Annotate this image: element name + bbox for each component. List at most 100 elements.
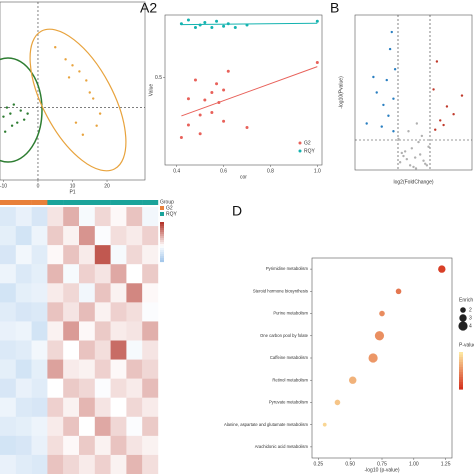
heat-cell bbox=[126, 245, 143, 265]
point bbox=[442, 123, 445, 127]
point bbox=[372, 75, 375, 79]
heat-cell bbox=[142, 454, 159, 474]
point bbox=[315, 61, 319, 64]
point bbox=[415, 122, 419, 125]
legend-label: G2 bbox=[166, 205, 173, 211]
point bbox=[81, 133, 85, 136]
heat-cell bbox=[142, 321, 159, 341]
heat-cell bbox=[110, 302, 127, 322]
heat-cell bbox=[63, 359, 80, 379]
point bbox=[408, 164, 412, 167]
legend-swatch bbox=[160, 212, 164, 216]
point bbox=[226, 69, 230, 73]
heat-cell bbox=[110, 321, 127, 341]
x-tick-label: 0.50 bbox=[345, 461, 355, 467]
point bbox=[410, 147, 414, 150]
point bbox=[380, 125, 383, 128]
heat-cell bbox=[126, 321, 143, 341]
heat-cell bbox=[47, 207, 64, 227]
legend-swatch bbox=[459, 314, 467, 322]
point bbox=[403, 150, 407, 153]
point bbox=[425, 164, 429, 167]
heat-cell bbox=[79, 283, 95, 303]
dot bbox=[395, 288, 402, 295]
point bbox=[95, 124, 98, 127]
heat-cell bbox=[94, 397, 111, 417]
heat-cell bbox=[31, 264, 48, 284]
heat-cell bbox=[94, 416, 111, 437]
heat-cell bbox=[31, 226, 48, 246]
colorbar bbox=[160, 224, 164, 227]
point bbox=[193, 26, 197, 29]
legend-label: G2 bbox=[304, 140, 311, 146]
y-axis-label: -log10(Pvalue) bbox=[338, 76, 344, 109]
heat-cell bbox=[47, 226, 64, 246]
x-axis-label: cor bbox=[240, 174, 247, 180]
colorbar bbox=[160, 222, 164, 225]
heat-cell bbox=[142, 435, 159, 456]
legend-swatch bbox=[460, 307, 466, 313]
colorbar bbox=[160, 226, 164, 229]
y-tick-label: Purine metabolism bbox=[273, 311, 308, 316]
group-bar bbox=[142, 200, 159, 205]
colorbar bbox=[459, 379, 463, 383]
colorbar bbox=[160, 256, 164, 259]
heat-cell bbox=[47, 416, 64, 437]
point bbox=[198, 132, 202, 136]
point bbox=[434, 128, 437, 131]
point bbox=[414, 167, 418, 170]
colorbar bbox=[459, 367, 463, 370]
colorbar bbox=[459, 382, 463, 385]
heat-cell bbox=[142, 359, 159, 379]
heat-cell bbox=[142, 264, 159, 284]
heat-cell bbox=[110, 454, 127, 474]
heat-cell bbox=[94, 207, 111, 227]
colorbar bbox=[160, 260, 164, 263]
heat-cell bbox=[79, 397, 95, 417]
heat-cell bbox=[110, 435, 127, 456]
point bbox=[460, 94, 464, 97]
heat-cell bbox=[31, 359, 48, 379]
point bbox=[222, 119, 226, 123]
point bbox=[387, 114, 390, 117]
point bbox=[203, 98, 207, 102]
colorbar bbox=[160, 234, 164, 237]
y-tick-label: Arachidonic acid metabolism bbox=[255, 444, 309, 449]
colorbar bbox=[160, 230, 164, 233]
legend-title: Group bbox=[160, 199, 174, 205]
x-tick-label: 0.8 bbox=[267, 168, 274, 174]
heat-cell bbox=[15, 207, 32, 227]
point bbox=[85, 79, 88, 82]
heat-cell bbox=[79, 264, 95, 284]
point bbox=[210, 91, 214, 94]
heat-cell bbox=[0, 359, 16, 379]
point bbox=[245, 23, 249, 27]
heat-cell bbox=[94, 283, 111, 303]
dot bbox=[379, 310, 385, 317]
heat-cell bbox=[79, 378, 95, 398]
colorbar bbox=[160, 242, 164, 245]
heat-cell bbox=[63, 321, 80, 341]
heat-cell bbox=[126, 340, 143, 360]
trend-line bbox=[181, 66, 318, 117]
heat-cell bbox=[15, 340, 32, 360]
point bbox=[26, 112, 29, 115]
heat-cell bbox=[47, 302, 64, 322]
heat-cell bbox=[79, 359, 95, 379]
heat-cell bbox=[0, 397, 16, 417]
colorbar bbox=[459, 374, 463, 378]
point bbox=[413, 156, 417, 159]
heat-cell bbox=[31, 397, 48, 417]
heat-cell bbox=[110, 340, 127, 360]
point bbox=[98, 112, 102, 115]
heat-cell bbox=[142, 302, 159, 322]
point bbox=[315, 19, 319, 23]
x-tick-label: 10 bbox=[70, 183, 76, 189]
heat-cell bbox=[79, 416, 95, 437]
group-ellipse bbox=[0, 57, 43, 163]
plot-frame bbox=[354, 14, 473, 171]
colorbar bbox=[160, 248, 164, 251]
colorbar bbox=[459, 377, 463, 380]
colorbar bbox=[459, 372, 463, 375]
panel-label: B bbox=[330, 0, 339, 16]
